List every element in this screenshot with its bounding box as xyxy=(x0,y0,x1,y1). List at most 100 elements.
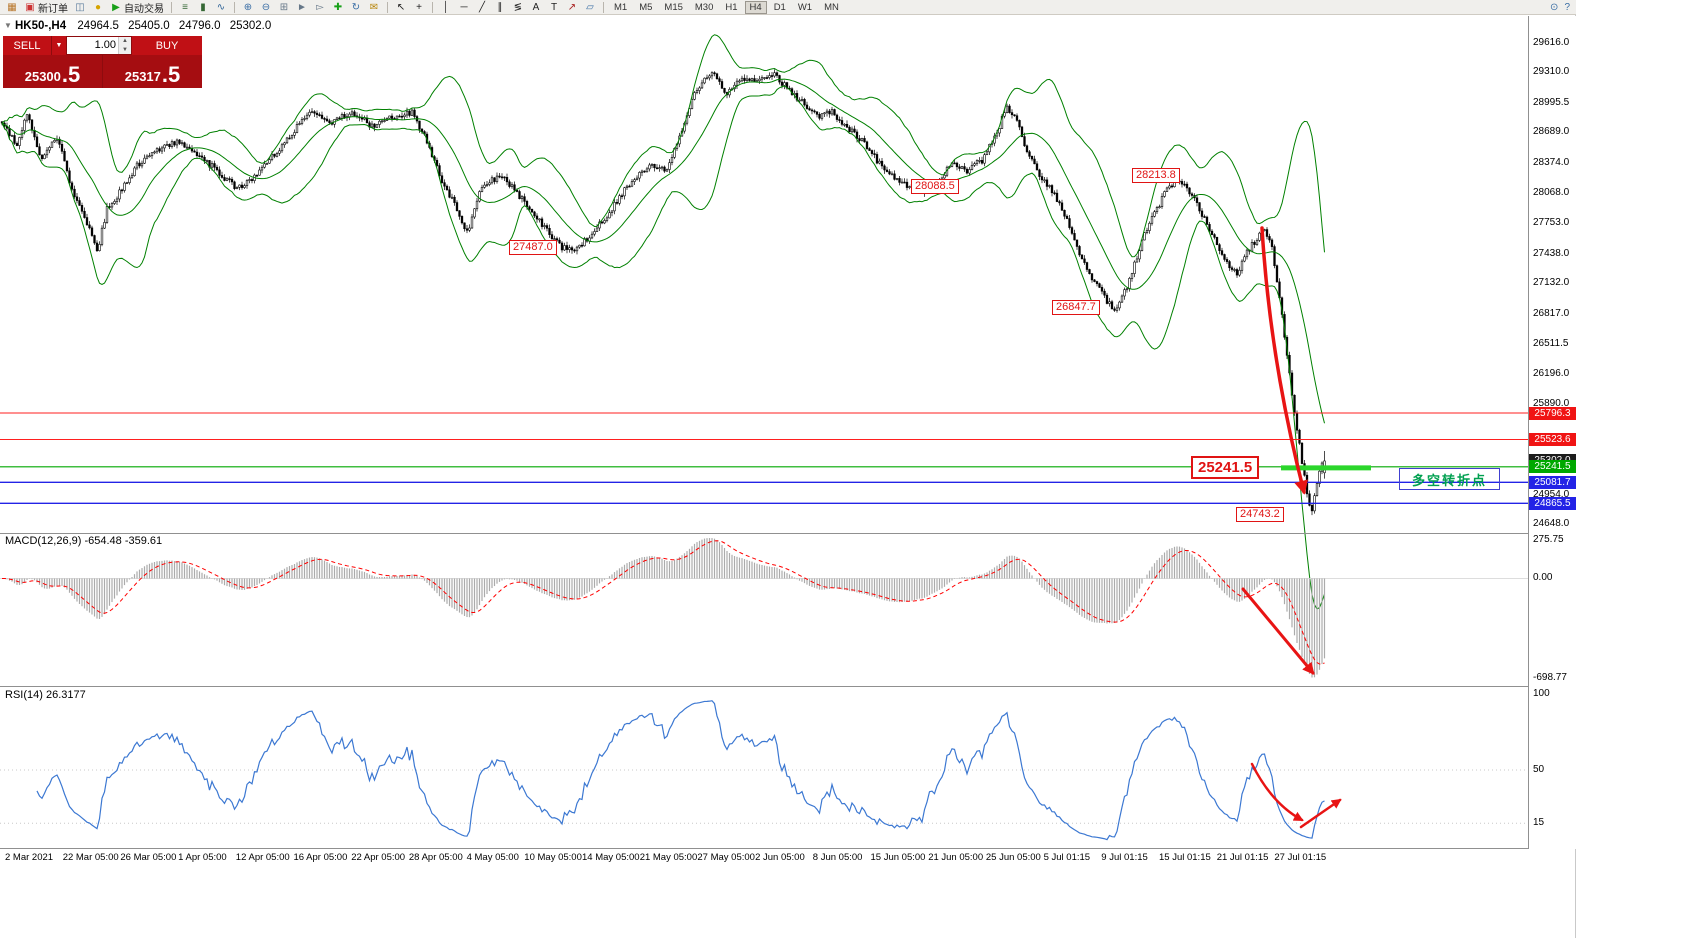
time-axis-label: 8 Jun 05:00 xyxy=(812,852,863,863)
time-axis[interactable]: 2 Mar 2021 22 Mar 05:00 26 Mar 05:00 1 Apr … xyxy=(0,849,1529,866)
timeframe-d1-button[interactable]: D1 xyxy=(773,1,786,13)
buy-button[interactable]: BUY xyxy=(132,36,202,55)
time-axis-label: 25 Jun 05:00 xyxy=(985,852,1041,863)
text-tool-button[interactable]: A xyxy=(528,1,544,14)
bar-chart-icon: ≡ xyxy=(182,1,188,13)
shapes-tool-icon: ▱ xyxy=(586,1,594,13)
label-tool-button[interactable]: T xyxy=(546,1,562,14)
channel-icon[interactable]: ∥ xyxy=(492,1,508,14)
price-text-label[interactable]: 28088.5 xyxy=(911,179,959,194)
period-cycle-icon[interactable]: ↻ xyxy=(348,1,364,14)
turning-point-annotation[interactable]: 多空转折点 xyxy=(1399,468,1500,490)
price-text-label[interactable]: 28213.8 xyxy=(1132,168,1180,183)
time-axis-label: 27 Jul 01:15 xyxy=(1274,852,1327,863)
timeframe-m1-button[interactable]: M1 xyxy=(614,1,628,13)
lot-size-value[interactable]: 1.00 xyxy=(94,39,116,51)
toolbar-separator xyxy=(171,1,172,13)
candlestick-chart-icon[interactable]: ▮ xyxy=(195,1,211,14)
auto-scroll-icon[interactable]: ► xyxy=(294,1,310,14)
axis-tick-label: 28689.0 xyxy=(1533,126,1570,138)
help-icon[interactable]: ? xyxy=(1564,1,1570,13)
chart-canvas[interactable] xyxy=(0,0,1576,938)
price-text-label[interactable]: 24743.2 xyxy=(1236,507,1284,522)
lot-size-field[interactable]: 1.00 ▲ ▼ xyxy=(66,36,132,55)
axis-tick-label: 27438.0 xyxy=(1533,247,1570,259)
lot-decrement-icon[interactable]: ▼ xyxy=(119,45,131,54)
cursor-icon[interactable]: ↖ xyxy=(393,1,409,14)
alert-icon: ● xyxy=(94,1,102,13)
zoom-in-icon: ⊕ xyxy=(243,1,253,13)
mailbox-icon[interactable]: ✉ xyxy=(366,1,382,14)
axis-price-box: 25241.5 xyxy=(1529,460,1576,474)
horizontal-line-icon: ─ xyxy=(460,1,468,13)
chart-profiles-icon[interactable]: ◫ xyxy=(72,1,88,14)
buy-price-frac: .5 xyxy=(161,62,181,87)
fibonacci-icon: ≶ xyxy=(513,1,523,13)
vertical-line-icon: │ xyxy=(442,1,450,13)
price-axis[interactable]: 29616.0 29310.0 28995.5 28689.0 28374.0 28068… xyxy=(1529,16,1576,849)
macd-down-arrow[interactable] xyxy=(1241,587,1315,675)
axis-tick-label: 26196.0 xyxy=(1533,368,1570,380)
buy-price-button[interactable]: 25317 .5 xyxy=(103,55,202,88)
crosshair-icon[interactable]: + xyxy=(411,1,427,14)
alert-icon[interactable]: ● xyxy=(90,1,106,14)
fibonacci-icon[interactable]: ≶ xyxy=(510,1,526,14)
label-tool-button-icon: T xyxy=(550,1,558,13)
lot-dropdown-icon[interactable]: ▼ xyxy=(51,36,66,55)
chart-shift-icon[interactable]: ▻ xyxy=(312,1,328,14)
price-text-label[interactable]: 26847.7 xyxy=(1052,300,1100,315)
new-order-button[interactable]: ▣ 新订单 xyxy=(22,1,70,15)
zoom-in-icon[interactable]: ⊕ xyxy=(240,1,256,14)
time-axis-label: 9 Jul 01:15 xyxy=(1101,852,1148,863)
sell-price-int: 25300 xyxy=(24,69,61,84)
time-axis-label: 5 Jul 01:15 xyxy=(1043,852,1091,863)
axis-tick-label: 28068.0 xyxy=(1533,186,1570,198)
toolbar: ▦ ▣ 新订单 ◫ ● ▶ 自动交易 ≡ ▮ ∿ ⊕ ⊖ ⊞ ► ▻ ✚ ↻ ✉ ↖ + │ ─ ╱ ∥ ≶ A T ↗ ▱ M1 M5 M1… xyxy=(0,0,1576,15)
bollinger-bands xyxy=(1,34,1325,610)
time-axis-label: 14 May 05:00 xyxy=(582,852,640,863)
rsi-up-arrow[interactable] xyxy=(1299,798,1342,829)
mt4-terminal-window: ▦ ▣ 新订单 ◫ ● ▶ 自动交易 ≡ ▮ ∿ ⊕ ⊖ ⊞ ► ▻ ✚ ↻ ✉ ↖ + │ ─ ╱ ∥ ≶ A T ↗ ▱ M1 M5 M1… xyxy=(0,0,1576,938)
macd-histogram xyxy=(3,538,1326,678)
timeframe-h4-button[interactable]: H4 xyxy=(744,0,767,14)
timeframe-mn-button[interactable]: MN xyxy=(824,1,839,13)
rsi-down-arrow[interactable] xyxy=(1250,762,1304,822)
time-axis-label: 15 Jul 01:15 xyxy=(1159,852,1211,863)
one-click-toggle-icon[interactable]: ▼ xyxy=(4,21,12,30)
new-chart-icon: ▦ xyxy=(7,1,17,13)
new-order-button-label: 新订单 xyxy=(38,3,68,15)
lot-increment-icon[interactable]: ▲ xyxy=(119,37,131,46)
axis-price-box: 25523.6 xyxy=(1529,432,1576,446)
autotrade-button[interactable]: ▶ 自动交易 xyxy=(108,1,166,15)
timeframe-h1-button[interactable]: H1 xyxy=(725,1,738,13)
timeframe-m5-button[interactable]: M5 xyxy=(639,1,653,13)
sell-button[interactable]: SELL xyxy=(3,36,51,55)
quote-high: 25405.0 xyxy=(128,20,170,32)
arrow-tool-icon[interactable]: ↗ xyxy=(564,1,580,14)
price-text-label[interactable]: 27487.0 xyxy=(509,240,557,255)
time-axis-label: 2 Jun 05:00 xyxy=(755,852,805,863)
cursor-icon: ↖ xyxy=(396,1,406,13)
trendline-icon[interactable]: ╱ xyxy=(474,1,490,14)
mailbox-icon: ✉ xyxy=(369,1,379,13)
timeframe-m30-button[interactable]: M30 xyxy=(694,1,714,13)
zoom-out-icon: ⊖ xyxy=(261,1,271,13)
bar-chart-icon[interactable]: ≡ xyxy=(177,1,193,14)
search-icon[interactable]: ⊙ xyxy=(1550,1,1559,13)
new-chart-icon[interactable]: ▦ xyxy=(4,1,20,14)
indicators-icon[interactable]: ✚ xyxy=(330,1,346,14)
main-trend-down-arrow[interactable] xyxy=(1260,226,1308,495)
chart-profiles-icon: ◫ xyxy=(75,1,85,13)
tile-windows-icon[interactable]: ⊞ xyxy=(276,1,292,14)
price-text-label[interactable]: 25241.5 xyxy=(1191,456,1260,479)
zoom-out-icon[interactable]: ⊖ xyxy=(258,1,274,14)
shapes-tool-icon[interactable]: ▱ xyxy=(582,1,598,14)
line-chart-icon[interactable]: ∿ xyxy=(213,1,229,14)
timeframe-m15-button[interactable]: M15 xyxy=(664,1,683,13)
timeframe-w1-button[interactable]: W1 xyxy=(797,1,813,13)
sell-price-button[interactable]: 25300 .5 xyxy=(3,55,103,88)
axis-tick-label: 28995.5 xyxy=(1533,96,1570,108)
time-axis-label: 15 Jun 05:00 xyxy=(870,852,926,863)
vertical-line-icon[interactable]: │ xyxy=(438,1,454,14)
horizontal-line-icon[interactable]: ─ xyxy=(456,1,472,14)
